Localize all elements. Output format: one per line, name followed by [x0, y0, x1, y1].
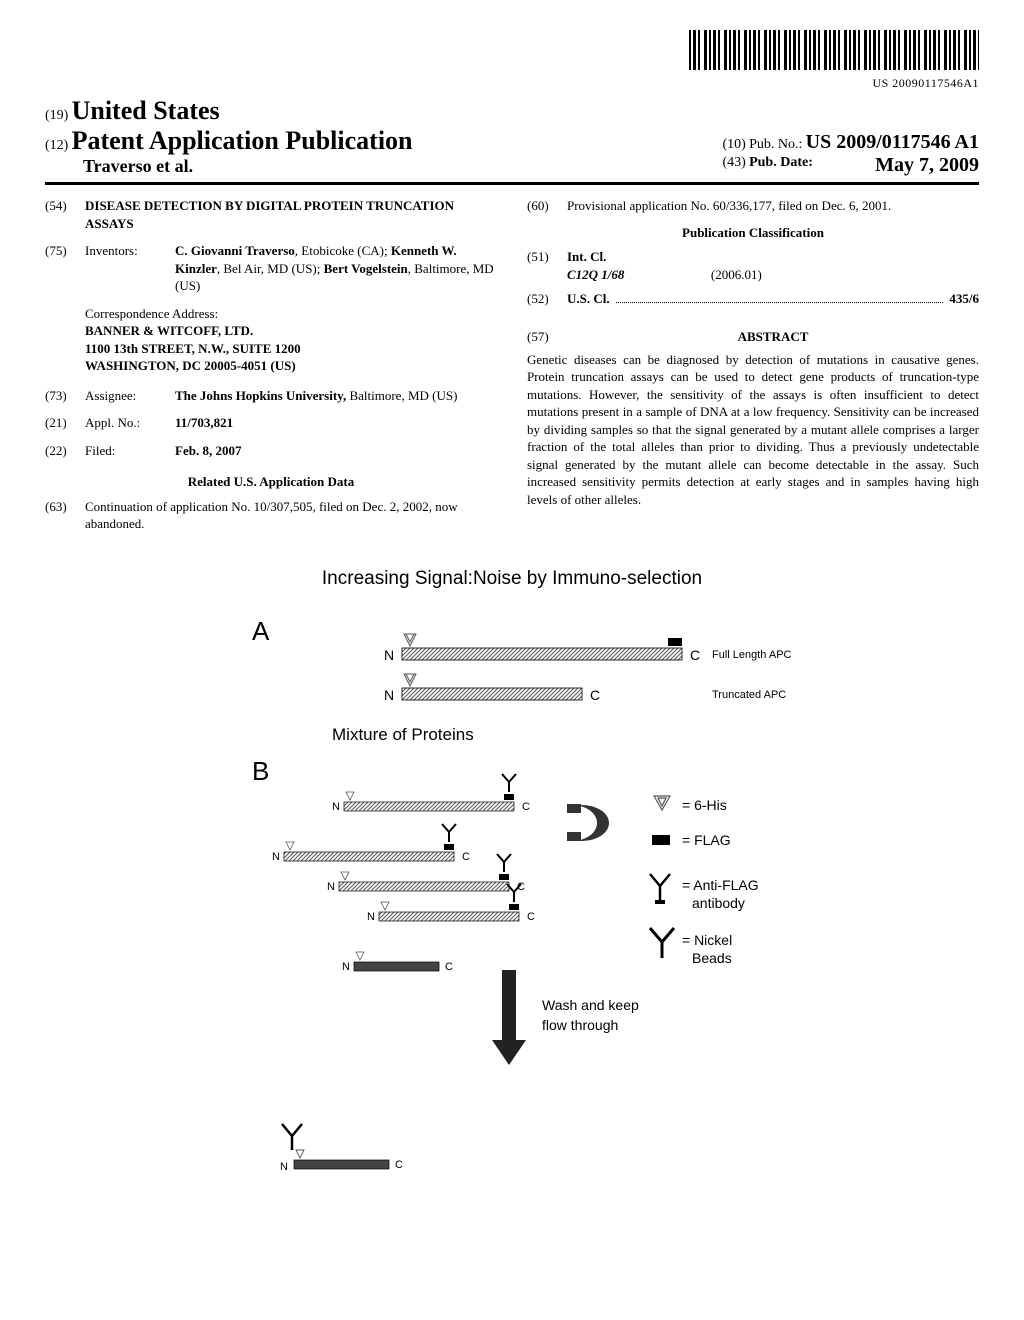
svg-text:= Nickel: = Nickel	[682, 932, 732, 948]
corr-line-1: 1100 13th STREET, N.W., SUITE 1200	[85, 340, 497, 358]
svg-text:C: C	[445, 961, 453, 973]
header-rule	[45, 182, 979, 185]
protein-mix-b: N C N C N C N C	[272, 774, 535, 973]
intcl-date: (2006.01)	[711, 267, 762, 282]
pubdate-value: May 7, 2009	[875, 154, 979, 177]
assignee-label: Assignee:	[85, 387, 175, 405]
applno-value: 11/703,821	[175, 414, 497, 432]
country-name: United States	[72, 96, 220, 125]
svg-text:Beads: Beads	[692, 950, 732, 966]
uscl-code: 435/6	[949, 291, 979, 307]
panel-a-label: A	[252, 616, 270, 646]
header-left: (19) United States (12) Patent Applicati…	[45, 96, 413, 177]
figure-title: Increasing Signal:Noise by Immuno-select…	[45, 568, 979, 590]
barcode-block: US 20090117546A1	[45, 30, 979, 91]
svg-text:C: C	[690, 647, 700, 663]
svg-text:C: C	[590, 687, 600, 703]
assignee-num: (73)	[45, 387, 85, 405]
svg-text:C: C	[522, 801, 530, 813]
barcode-text: US 20090117546A1	[45, 76, 979, 91]
svg-text:Full Length APC: Full Length APC	[712, 649, 792, 661]
svg-text:C: C	[462, 851, 470, 863]
nickel-beads-icon	[567, 804, 609, 841]
svg-text:N: N	[342, 961, 350, 973]
title-num: (54)	[45, 197, 85, 232]
inventors-body: C. Giovanni Traverso, Etobicoke (CA); Ke…	[175, 242, 497, 295]
uscl-num: (52)	[527, 291, 567, 307]
legend: = 6-His = FLAG = Anti-FLAG antibody = Ni…	[650, 796, 759, 966]
authors-line: Traverso et al.	[83, 156, 413, 177]
pubno-num: (10)	[723, 137, 746, 152]
svg-text:N: N	[384, 647, 394, 663]
pubno-label: Pub. No.:	[749, 137, 802, 152]
prov-num: (60)	[527, 197, 567, 215]
result-protein: N C	[280, 1124, 403, 1173]
wash-arrow: Wash and keep flow through	[492, 970, 639, 1065]
applno-num: (21)	[45, 414, 85, 432]
uscl-dots	[616, 302, 944, 303]
left-column: (54) DISEASE DETECTION BY DIGITAL PROTEI…	[45, 197, 497, 543]
pubtype-num: (12)	[45, 138, 68, 153]
figure-area: Increasing Signal:Noise by Immuno-select…	[45, 568, 979, 1250]
cont-body: Continuation of application No. 10/307,5…	[85, 498, 497, 533]
intcl-label: Int. Cl.	[567, 249, 979, 265]
inventors-num: (75)	[45, 242, 85, 295]
corr-label: Correspondence Address:	[85, 305, 497, 323]
cont-num: (63)	[45, 498, 85, 533]
abstract-body: Genetic diseases can be diagnosed by det…	[527, 351, 979, 509]
svg-text:Wash and keep: Wash and keep	[542, 997, 639, 1013]
right-column: (60) Provisional application No. 60/336,…	[527, 197, 979, 543]
intcl-code: C12Q 1/68	[567, 267, 624, 282]
intcl-num: (51)	[527, 249, 567, 265]
applno-label: Appl. No.:	[85, 414, 175, 432]
svg-text:N: N	[384, 687, 394, 703]
bibliographic-columns: (54) DISEASE DETECTION BY DIGITAL PROTEI…	[45, 197, 979, 543]
svg-text:N: N	[367, 911, 375, 923]
header-row: (19) United States (12) Patent Applicati…	[45, 96, 979, 177]
svg-text:C: C	[527, 911, 535, 923]
invention-title: DISEASE DETECTION BY DIGITAL PROTEIN TRU…	[85, 197, 497, 232]
intcl-code-row: C12Q 1/68 (2006.01)	[567, 267, 979, 283]
pubdate-label: Pub. Date:	[749, 155, 813, 170]
panel-b-label: B	[252, 756, 269, 786]
pubtype-text: Patent Application Publication	[72, 126, 413, 155]
abstract-num: (57)	[527, 329, 567, 345]
header-right: (10) Pub. No.: US 2009/0117546 A1 (43) P…	[723, 131, 979, 177]
abstract-header: ABSTRACT	[567, 329, 979, 345]
correspondence-address: Correspondence Address: BANNER & WITCOFF…	[85, 305, 497, 375]
svg-text:Truncated APC: Truncated APC	[712, 689, 786, 701]
svg-text:= 6-His: = 6-His	[682, 797, 727, 813]
filed-label: Filed:	[85, 442, 175, 460]
corr-line-0: BANNER & WITCOFF, LTD.	[85, 322, 497, 340]
truncated-protein: N C Truncated APC	[384, 674, 786, 703]
full-length-protein: N C Full Length APC	[384, 634, 792, 663]
svg-text:= FLAG: = FLAG	[682, 832, 731, 848]
inventors-label: Inventors:	[85, 242, 175, 295]
corr-line-2: WASHINGTON, DC 20005-4051 (US)	[85, 357, 497, 375]
filed-value: Feb. 8, 2007	[175, 442, 497, 460]
assignee-loc: Baltimore, MD (US)	[349, 388, 457, 403]
svg-text:antibody: antibody	[692, 895, 745, 911]
filed-num: (22)	[45, 442, 85, 460]
pubdate-num: (43)	[723, 155, 746, 170]
svg-text:C: C	[395, 1159, 403, 1171]
svg-text:= Anti-FLAG: = Anti-FLAG	[682, 877, 759, 893]
barcode-image	[689, 30, 979, 70]
country-num: (19)	[45, 108, 68, 123]
svg-text:N: N	[280, 1161, 288, 1173]
prov-body: Provisional application No. 60/336,177, …	[567, 197, 979, 215]
assignee-name: The Johns Hopkins University,	[175, 388, 349, 403]
figure-svg: A N C Full Length APC N C Truncated APC …	[152, 610, 872, 1250]
svg-text:flow through: flow through	[542, 1017, 618, 1033]
assignee-body: The Johns Hopkins University, Baltimore,…	[175, 387, 497, 405]
pubno-value: US 2009/0117546 A1	[806, 131, 979, 153]
related-header: Related U.S. Application Data	[45, 474, 497, 490]
uscl-label: U.S. Cl.	[567, 291, 610, 307]
mixture-label: Mixture of Proteins	[332, 725, 474, 744]
pubclass-header: Publication Classification	[527, 225, 979, 241]
svg-text:N: N	[327, 881, 335, 893]
svg-text:N: N	[272, 851, 280, 863]
svg-text:N: N	[332, 801, 340, 813]
